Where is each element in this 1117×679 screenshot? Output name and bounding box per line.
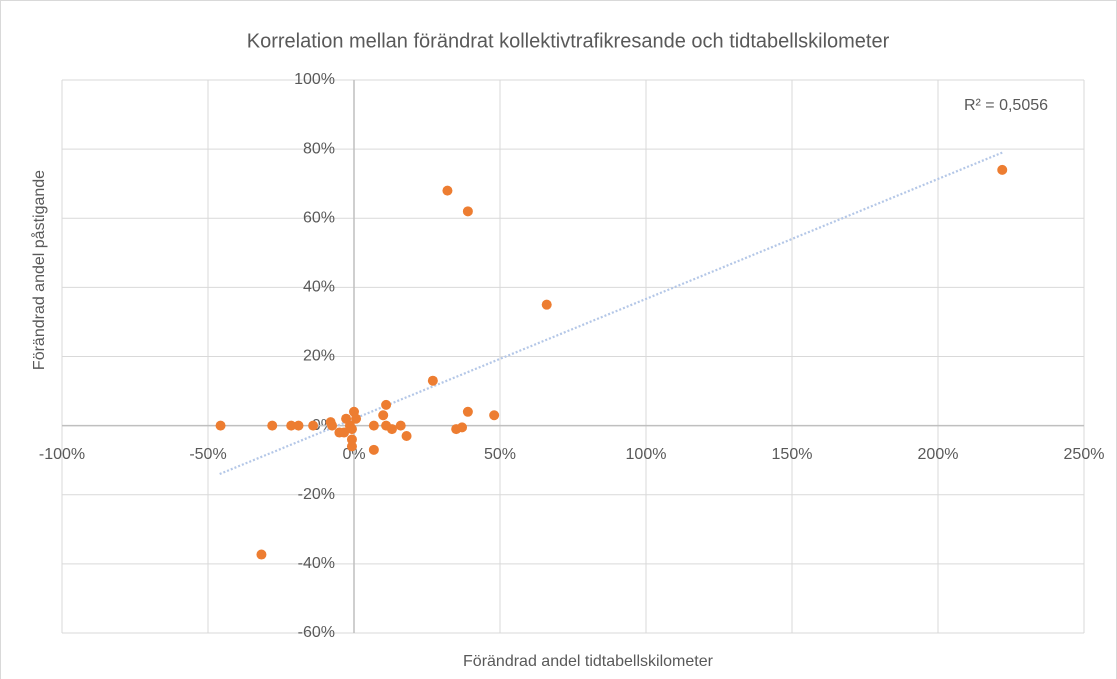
x-tick-label: -100% bbox=[39, 446, 85, 463]
data-point bbox=[346, 441, 357, 452]
data-point bbox=[997, 164, 1008, 175]
data-point bbox=[327, 420, 338, 431]
data-point bbox=[395, 420, 406, 431]
data-point bbox=[462, 406, 473, 417]
data-point bbox=[457, 422, 468, 433]
x-tick-label: 100% bbox=[626, 446, 667, 463]
x-tick-label: 250% bbox=[1064, 446, 1105, 463]
data-point bbox=[256, 549, 267, 560]
data-point bbox=[286, 420, 297, 431]
y-tick-label: 60% bbox=[303, 209, 335, 226]
data-point bbox=[462, 206, 473, 217]
data-point bbox=[351, 413, 362, 424]
data-point bbox=[215, 420, 226, 431]
data-point bbox=[378, 410, 389, 421]
data-point bbox=[267, 420, 278, 431]
y-tick-label: 100% bbox=[294, 71, 335, 88]
data-point bbox=[293, 420, 304, 431]
y-tick-label: -20% bbox=[298, 486, 335, 503]
y-tick-label: 20% bbox=[303, 348, 335, 365]
y-tick-label: -60% bbox=[298, 624, 335, 641]
data-point bbox=[541, 299, 552, 310]
data-point bbox=[346, 424, 357, 435]
data-point bbox=[442, 185, 453, 196]
data-point bbox=[489, 410, 500, 421]
x-tick-label: 200% bbox=[918, 446, 959, 463]
data-point bbox=[368, 420, 379, 431]
x-tick-label: 50% bbox=[484, 446, 516, 463]
y-tick-label: -40% bbox=[298, 555, 335, 572]
data-point bbox=[339, 427, 350, 438]
y-axis-label: Förändrad andel påstigande bbox=[30, 170, 48, 370]
data-point bbox=[386, 424, 397, 435]
x-axis-label: Förändrad andel tidtabellskilometer bbox=[463, 653, 714, 670]
chart-title: Korrelation mellan förändrat kollektivtr… bbox=[247, 30, 890, 52]
data-point bbox=[427, 375, 438, 386]
annotation: R² = 0,5056 bbox=[964, 97, 1048, 114]
data-point bbox=[308, 420, 319, 431]
data-point bbox=[346, 434, 357, 445]
data-point bbox=[368, 444, 379, 455]
data-point bbox=[401, 430, 412, 441]
y-tick-label: 80% bbox=[303, 140, 335, 157]
x-tick-label: 150% bbox=[772, 446, 813, 463]
data-point bbox=[381, 399, 392, 410]
y-tick-label: 40% bbox=[303, 279, 335, 296]
x-tick-label: -50% bbox=[189, 446, 226, 463]
